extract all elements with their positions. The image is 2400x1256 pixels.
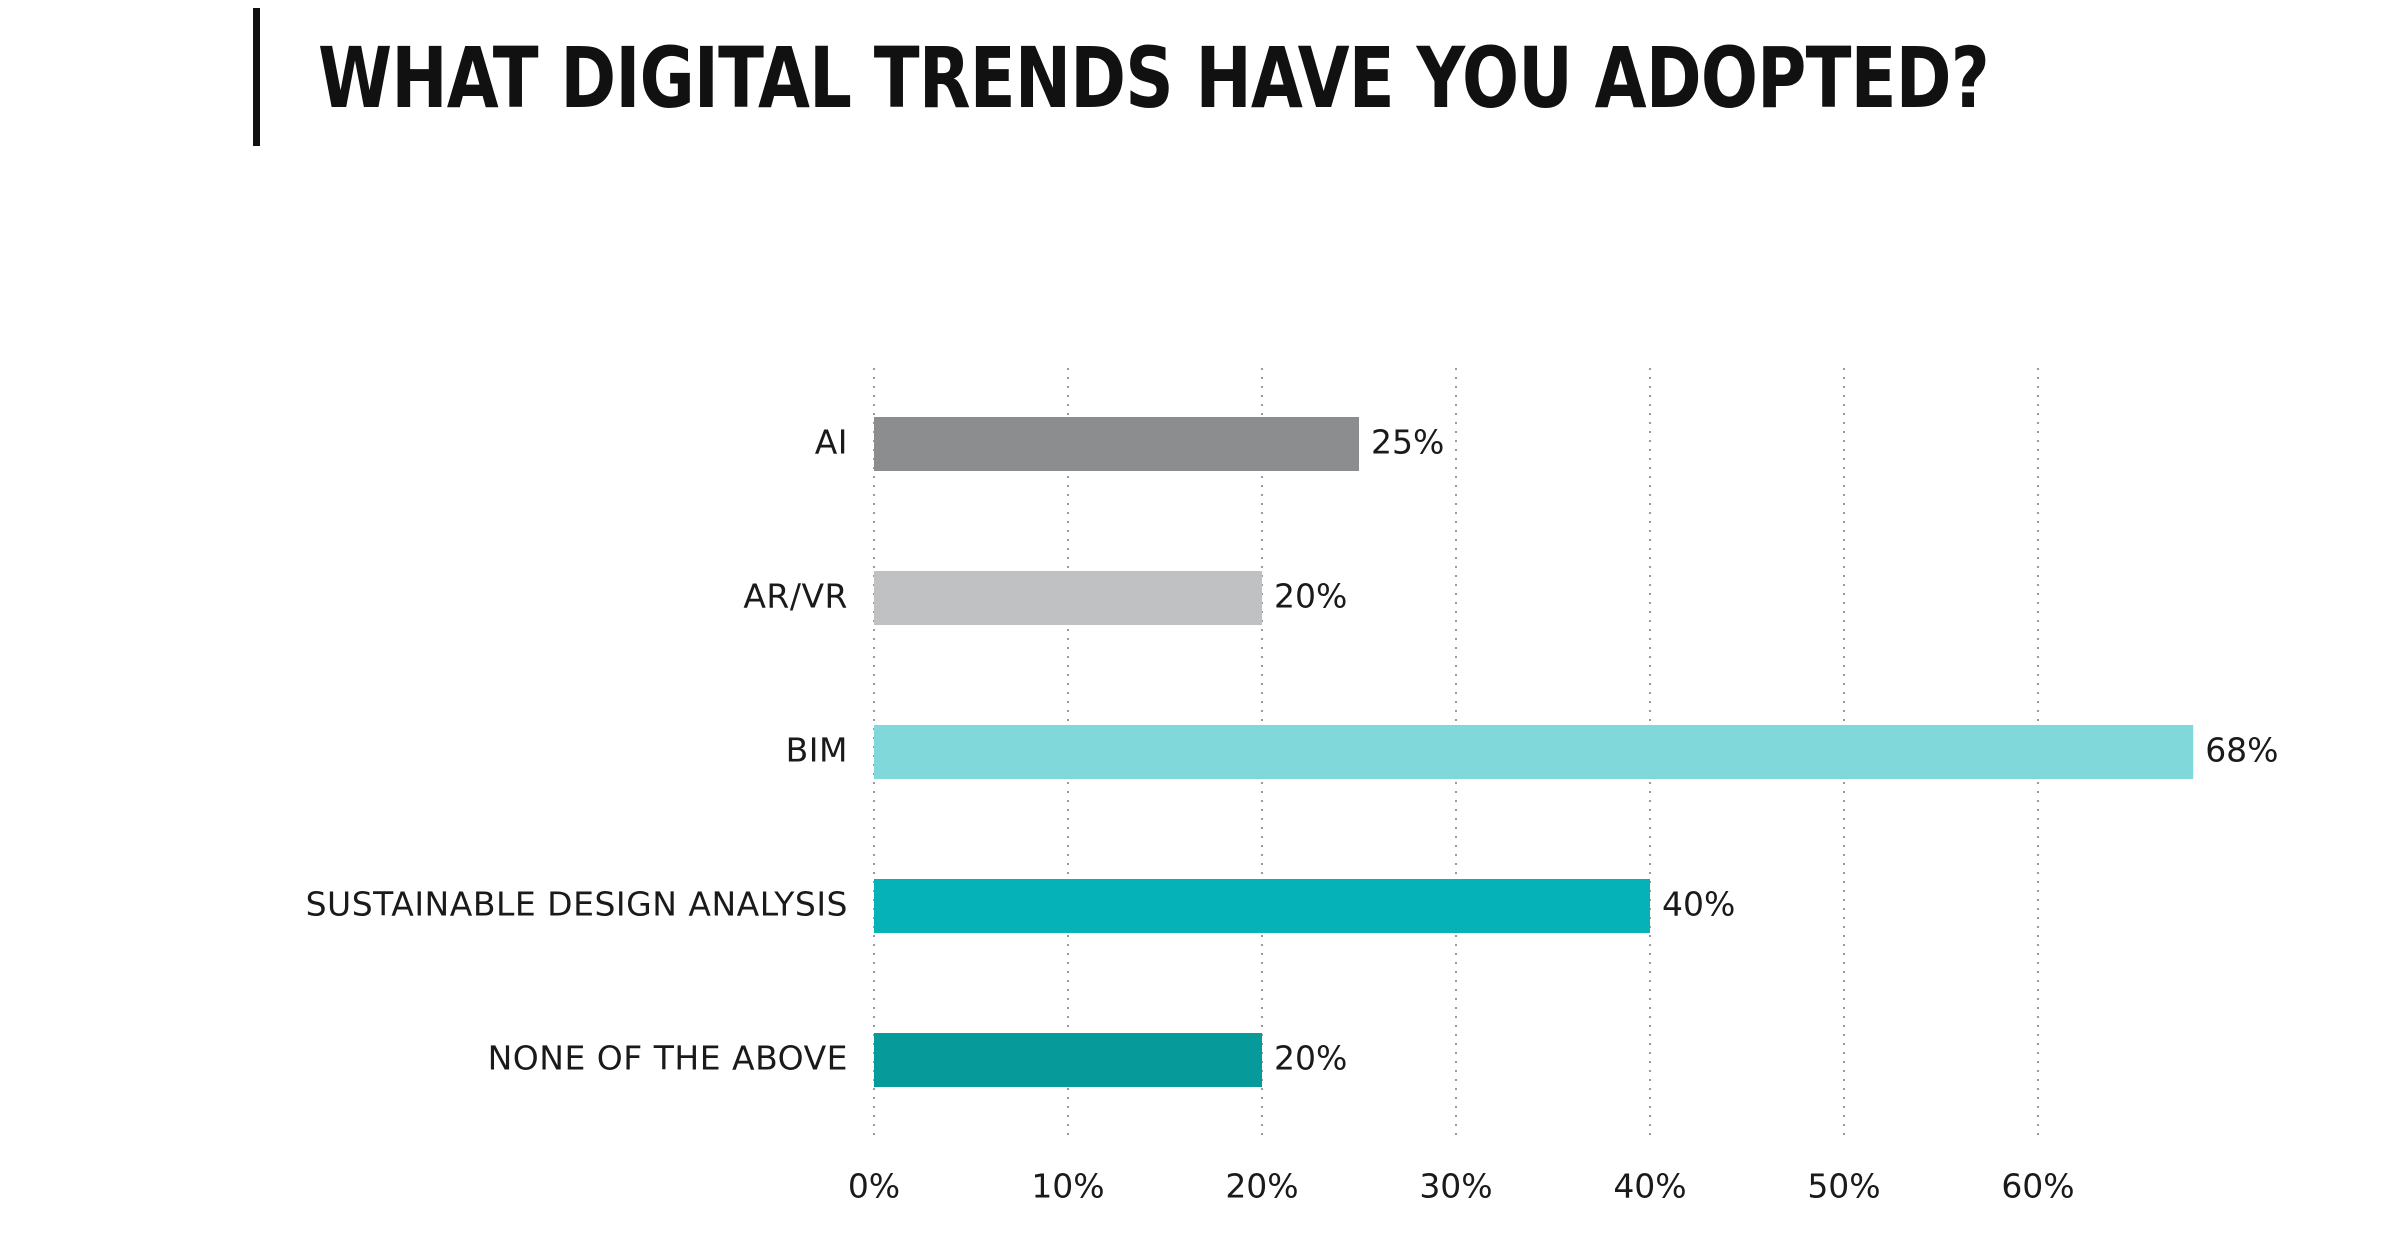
category-label-ai: AI: [815, 423, 848, 462]
category-label-none-of-the-above: NONE OF THE ABOVE: [488, 1039, 848, 1078]
x-tick-label-0: 0%: [848, 1167, 900, 1206]
x-tick-label-50: 50%: [1807, 1167, 1880, 1206]
bar-ai: [874, 417, 1359, 471]
value-label-bim: 68%: [2205, 731, 2278, 770]
bar-sustainable-design-analysis: [874, 879, 1650, 933]
x-tick-label-20: 20%: [1225, 1167, 1298, 1206]
x-axis-ticks: 0% 10% 20% 30% 40% 50% 60%: [848, 1167, 2075, 1206]
grid-lines: [873, 368, 2039, 1135]
value-label-ai: 25%: [1371, 423, 1444, 462]
chart-title: WHAT DIGITAL TRENDS HAVE YOU ADOPTED?: [318, 29, 1990, 127]
category-label-ar-vr: AR/VR: [743, 577, 848, 616]
x-tick-label-30: 30%: [1419, 1167, 1492, 1206]
category-label-bim: BIM: [786, 731, 848, 770]
value-labels: 25% 20% 68% 40% 20%: [1274, 423, 2279, 1078]
title-accent-bar: [253, 8, 260, 146]
x-tick-label-40: 40%: [1613, 1167, 1686, 1206]
x-tick-label-60: 60%: [2001, 1167, 2074, 1206]
value-label-none-of-the-above: 20%: [1274, 1039, 1347, 1078]
bar-ar-vr: [874, 571, 1262, 625]
x-tick-label-10: 10%: [1031, 1167, 1104, 1206]
bar-bim: [874, 725, 2194, 779]
value-label-sustainable-design-analysis: 40%: [1662, 885, 1735, 924]
value-label-ar-vr: 20%: [1274, 577, 1347, 616]
category-labels: AI AR/VR BIM SUSTAINABLE DESIGN ANALYSIS NON…: [306, 423, 848, 1078]
bars: [874, 417, 2194, 1087]
category-label-sustainable-design-analysis: SUSTAINABLE DESIGN ANALYSIS: [306, 885, 848, 924]
bar-none-of-the-above: [874, 1033, 1262, 1087]
